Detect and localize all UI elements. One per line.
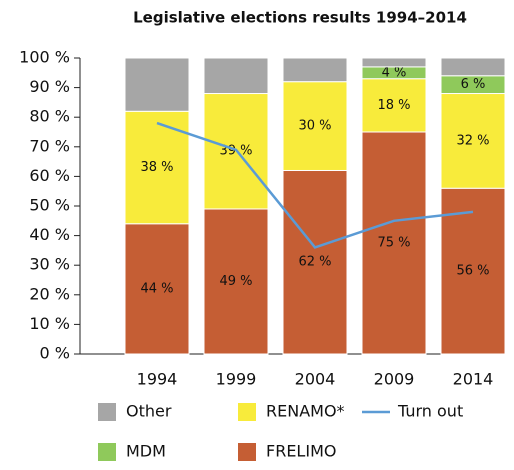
bar-segment	[440, 57, 506, 77]
x-tick-label: 1994	[137, 370, 178, 389]
bar-segment	[440, 187, 506, 355]
y-tick-label: 40 %	[29, 225, 70, 244]
legend-swatch	[238, 403, 256, 421]
legend-label: FRELIMO	[266, 442, 336, 461]
y-tick-label: 0 %	[40, 344, 70, 363]
chart-title: Legislative elections results 1994–2014	[133, 9, 467, 27]
y-tick-label: 30 %	[29, 255, 70, 274]
y-tick-label: 100 %	[19, 48, 70, 67]
y-tick-label: 60 %	[29, 166, 70, 185]
y-tick-label: 50 %	[29, 196, 70, 215]
data-label: 49 %	[219, 274, 252, 289]
data-label: 56 %	[456, 264, 489, 279]
legend-swatch	[98, 443, 116, 461]
bar-segment	[282, 81, 348, 171]
x-tick-label: 2009	[374, 370, 415, 389]
data-label: 75 %	[377, 236, 410, 251]
turnout-line	[156, 121, 474, 249]
y-tick-label: 20 %	[29, 284, 70, 303]
bar-segment	[282, 169, 348, 355]
y-tick-label: 10 %	[29, 314, 70, 333]
data-label: 44 %	[140, 281, 173, 296]
data-label: 30 %	[298, 119, 331, 134]
bar-segment	[124, 57, 190, 112]
x-tick-label: 2004	[295, 370, 336, 389]
legend-label: MDM	[126, 442, 166, 461]
data-label: 38 %	[140, 160, 173, 175]
bar-segment	[361, 57, 427, 68]
data-label: 18 %	[377, 98, 410, 113]
x-tick-label: 1999	[216, 370, 257, 389]
y-tick-label: 80 %	[29, 107, 70, 126]
bar-segment	[203, 208, 269, 355]
legend-label: RENAMO*	[266, 402, 345, 421]
legend-swatch	[238, 443, 256, 461]
bar-segment	[440, 93, 506, 189]
legend-label: Turn out	[397, 402, 463, 421]
bar-segment	[203, 57, 269, 95]
legend-label: Other	[126, 402, 172, 421]
bar-segment	[361, 78, 427, 133]
bar-segment	[361, 131, 427, 355]
x-tick-label: 2014	[453, 370, 494, 389]
data-label: 4 %	[382, 65, 407, 80]
data-label: 6 %	[461, 77, 486, 92]
data-label: 32 %	[456, 133, 489, 148]
bar-segment	[124, 223, 190, 355]
legend-swatch	[98, 403, 116, 421]
y-tick-label: 70 %	[29, 136, 70, 155]
data-label: 62 %	[298, 255, 331, 270]
bar-segment	[282, 57, 348, 83]
y-tick-label: 90 %	[29, 77, 70, 96]
